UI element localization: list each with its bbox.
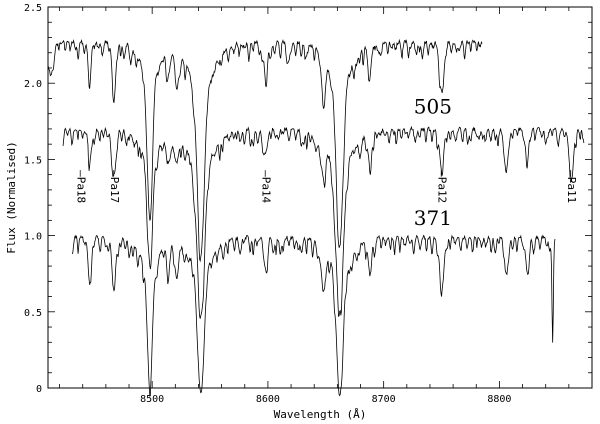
line-id-dash: —: [436, 170, 449, 177]
line-id-label: Pa18: [74, 177, 87, 204]
line-id-dash: —: [565, 170, 578, 177]
line-id-pa11: —Pa11: [565, 170, 578, 203]
line-id-dash: —: [260, 170, 273, 177]
spectrum-line-505: [62, 125, 585, 319]
y-axis-label: Flux (Normalised): [5, 141, 18, 254]
axis-ticks: 8500 8600 8700 8800 0 0.5 1.0 1.5 2.0 2.5: [24, 3, 593, 405]
line-id-label: Pa17: [108, 177, 121, 204]
x-axis-label: Wavelength (Å): [274, 408, 367, 421]
y-tick-label: 2.0: [24, 79, 42, 90]
y-tick-label: 0.5: [24, 308, 42, 319]
x-tick-label: 8600: [256, 394, 280, 405]
y-tick-label: 2.5: [24, 3, 42, 14]
line-id-pa17: —Pa17: [108, 170, 121, 203]
line-id-label: Pa12: [436, 177, 449, 204]
plot-border: [47, 6, 593, 389]
line-id-pa18: —Pa18: [74, 170, 87, 203]
y-tick-label: 1.5: [24, 155, 42, 166]
spectrum-label-505: 505: [414, 95, 452, 119]
line-id-dash: —: [108, 170, 121, 177]
line-id-pa12: —Pa12: [436, 170, 449, 203]
spectrum-label-371: 371: [414, 206, 452, 230]
plot-frame: [47, 6, 593, 389]
line-identifications: —Pa18—Pa17—Pa14—Pa12—Pa11: [74, 170, 578, 203]
y-tick-label: 0: [36, 384, 42, 395]
x-tick-label: 8700: [372, 394, 396, 405]
x-tick-label: 8500: [140, 394, 164, 405]
line-id-label: Pa14: [260, 177, 273, 204]
line-id-label: Pa11: [565, 177, 578, 204]
x-tick-label: 8800: [487, 394, 511, 405]
spectra-series: [47, 38, 585, 397]
spectrum-line-371: [71, 234, 556, 397]
line-id-pa14: —Pa14: [260, 170, 273, 203]
y-tick-label: 1.0: [24, 232, 42, 243]
line-id-dash: —: [74, 170, 87, 177]
spectrum-line-top: [47, 38, 483, 263]
